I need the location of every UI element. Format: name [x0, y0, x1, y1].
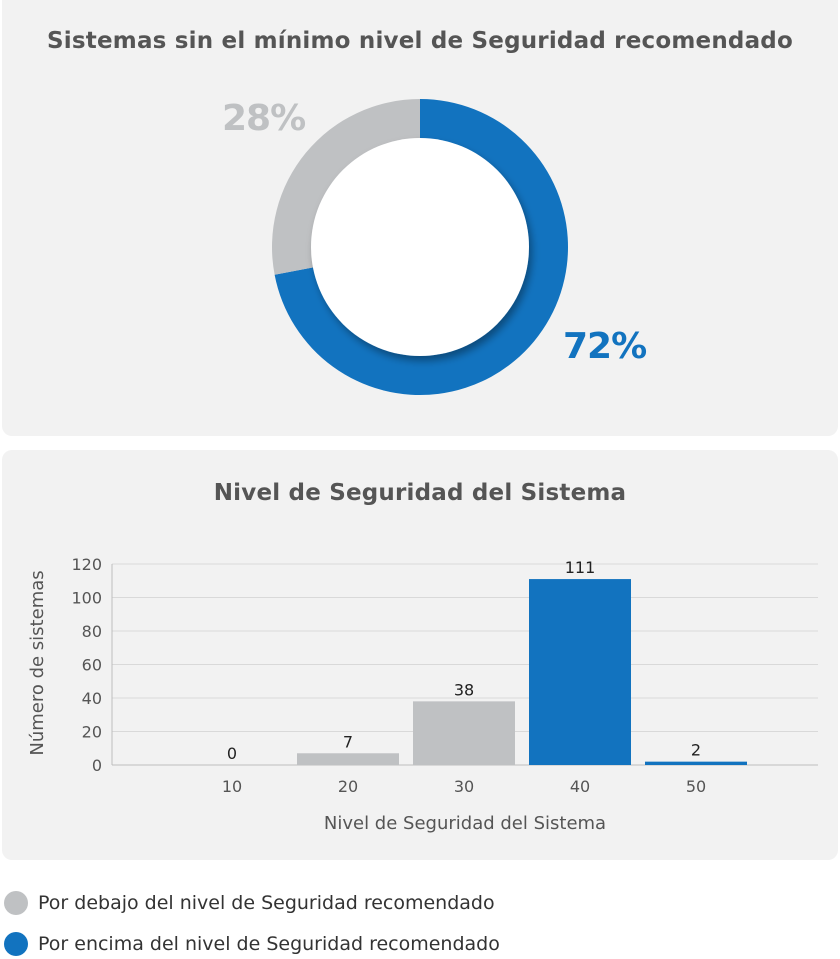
bar-50: [645, 761, 747, 765]
x-tick-label: 30: [454, 777, 474, 796]
bar-chart-panel: Nivel de Seguridad del Sistema: [2, 450, 838, 860]
x-axis-label: Nivel de Seguridad del Sistema: [324, 813, 606, 834]
y-tick-label: 120: [71, 555, 102, 574]
bar-value-label: 38: [454, 680, 474, 699]
donut-hole: [311, 138, 529, 356]
bar-30: [413, 701, 515, 765]
y-tick-label: 0: [92, 756, 102, 775]
y-tick-label: 100: [71, 589, 102, 608]
x-tick-label: 10: [222, 777, 242, 796]
legend-label-below: Por debajo del nivel de Seguridad recome…: [38, 892, 495, 914]
x-tick-label: 50: [686, 777, 706, 796]
legend-dot-above: [4, 932, 28, 956]
bar-chart-title: Nivel de Seguridad del Sistema: [213, 480, 627, 506]
above-percentage-label: 72%: [563, 326, 647, 367]
y-axis-label: Número de sistemas: [27, 570, 48, 755]
bar-value-label: 111: [565, 558, 596, 577]
y-tick-label: 40: [82, 689, 102, 708]
donut-slice-below: [272, 99, 420, 275]
donut-chart: [272, 99, 569, 395]
bar-value-label: 0: [227, 744, 237, 763]
bar-value-label: 7: [343, 732, 353, 751]
donut-chart-title: Sistemas sin el mínimo nivel de Segurida…: [47, 28, 793, 54]
bar-40: [529, 579, 631, 765]
y-tick-label: 20: [82, 723, 102, 742]
below-percentage-label: 28%: [222, 98, 306, 139]
y-tick-label: 60: [82, 656, 102, 675]
bar-value-label: 2: [691, 741, 701, 760]
legend-dot-below: [4, 891, 28, 915]
legend-label-above: Por encima del nivel de Seguridad recome…: [38, 933, 500, 955]
x-tick-label: 40: [570, 777, 590, 796]
y-tick-label: 80: [82, 622, 102, 641]
bar-20: [297, 753, 399, 765]
legend-item-above: Por encima del nivel de Seguridad recome…: [4, 931, 500, 957]
x-tick-label: 20: [338, 777, 358, 796]
legend-item-below: Por debajo del nivel de Seguridad recome…: [4, 890, 495, 916]
